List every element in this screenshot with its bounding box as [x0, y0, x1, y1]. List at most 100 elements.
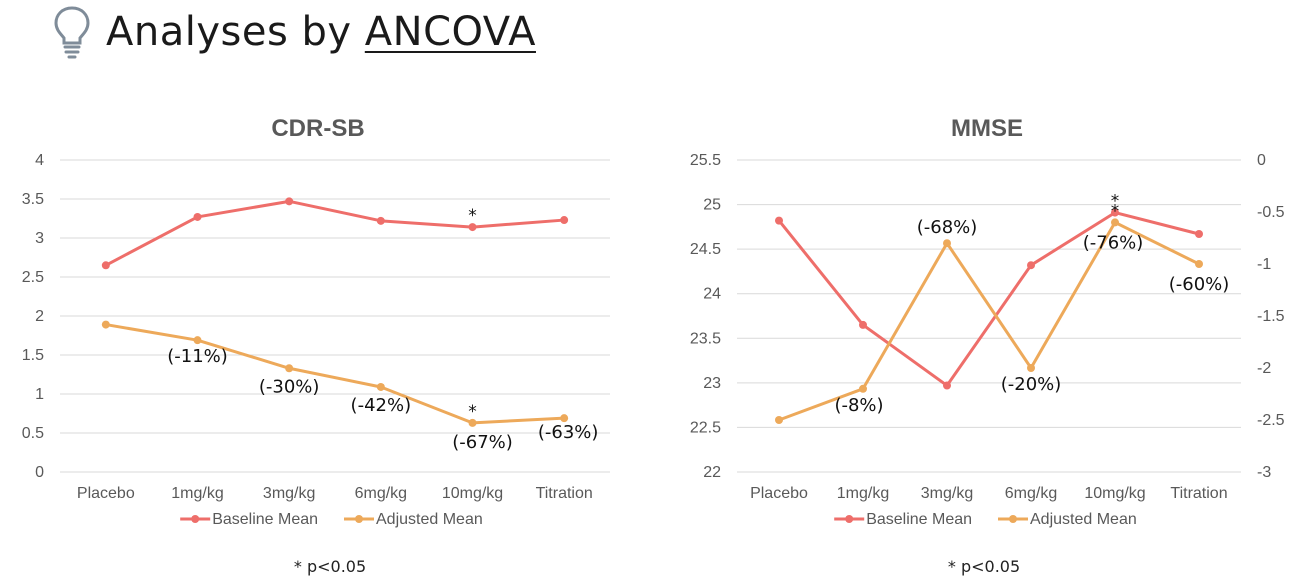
- adjusted-mean-point: [468, 418, 477, 427]
- significance-star: *: [468, 206, 477, 226]
- baseline-mean-point: [376, 216, 385, 225]
- y-tick-label: 24.5: [690, 241, 721, 258]
- y-tick-label: 3.5: [22, 191, 44, 208]
- y-tick-label: 23.5: [690, 330, 721, 347]
- legend-item-baseline-mean: Baseline Mean: [180, 511, 318, 528]
- baseline-mean-point: [560, 216, 569, 225]
- baseline-mean-point: [101, 261, 110, 270]
- baseline-mean-point: [943, 381, 951, 390]
- legend-label: Baseline Mean: [212, 511, 318, 528]
- adjusted-mean-point: [943, 239, 951, 248]
- data-label: (-67%): [452, 432, 513, 453]
- chart-mmse: MMSE 22 22.5 23 23.5 24 24.5 25 25.5 -3 -2.5 -2 -1.5…: [690, 115, 1285, 576]
- x-tick-label: 3mg/kg: [263, 485, 315, 502]
- adjusted-mean-point: [376, 382, 385, 391]
- footnote: * p<0.05: [294, 557, 366, 576]
- legend-swatch-marker: [191, 515, 200, 523]
- legend-item-baseline-mean: Baseline Mean: [834, 511, 972, 528]
- baseline-mean-point: [1111, 208, 1119, 217]
- legend: Baseline Mean Adjusted Mean: [180, 511, 483, 528]
- data-label: (-76%): [1083, 232, 1144, 253]
- adjusted-mean-point: [101, 320, 110, 329]
- adjusted-mean-point: [1195, 260, 1203, 268]
- x-tick-label: Placebo: [77, 485, 135, 502]
- adjusted-mean-point: [560, 414, 569, 423]
- data-label: (-42%): [351, 395, 412, 416]
- page-header: Analyses by ANCOVA: [52, 4, 536, 60]
- y2-tick-label: -1.5: [1257, 308, 1285, 325]
- y2-tick-label: 0: [1257, 152, 1266, 169]
- legend-swatch-marker: [355, 515, 363, 523]
- y-tick-label: 4: [35, 152, 44, 169]
- baseline-mean-point: [285, 197, 294, 206]
- lightbulb-icon: [54, 6, 90, 59]
- adjusted-mean-point: [1027, 364, 1035, 372]
- x-tick-label: 6mg/kg: [1005, 485, 1057, 502]
- baseline-mean-line: [105, 199, 565, 267]
- page-title: Analyses by ANCOVA: [106, 9, 536, 55]
- legend-label: Adjusted Mean: [1030, 511, 1137, 528]
- y2-tick-label: -0.5: [1257, 204, 1285, 221]
- adjusted-mean-point: [285, 364, 294, 373]
- y-tick-label: 0.5: [22, 425, 44, 442]
- footnote: * p<0.05: [948, 557, 1020, 576]
- adjusted-mean-point: [775, 416, 783, 424]
- legend: Baseline Mean Adjusted Mean: [834, 511, 1137, 528]
- baseline-mean-line: [777, 211, 1200, 388]
- x-tick-label: 1mg/kg: [171, 485, 223, 502]
- page-title-prefix: Analyses by: [106, 9, 365, 55]
- x-tick-label: 1mg/kg: [837, 485, 889, 502]
- data-label: (-68%): [917, 217, 978, 238]
- legend-swatch-marker: [845, 515, 854, 523]
- adjusted-mean-line: [105, 323, 565, 425]
- y-tick-label: 0: [35, 464, 44, 481]
- adjusted-mean-point: [859, 384, 867, 393]
- y-tick-label: 22.5: [690, 419, 721, 436]
- significance-star: *: [468, 402, 477, 422]
- adjusted-mean-point: [193, 336, 202, 345]
- y2-tick-label: -2: [1257, 360, 1271, 377]
- data-label: (-11%): [167, 346, 228, 367]
- y-tick-label: 3: [35, 230, 44, 247]
- baseline-mean-point: [859, 320, 867, 329]
- y2-tick-label: -2.5: [1257, 412, 1285, 429]
- legend-item-adjusted-mean: Adjusted Mean: [998, 511, 1137, 528]
- x-tick-label: Titration: [536, 485, 593, 502]
- y-tick-label: 2.5: [22, 269, 44, 286]
- x-tick-label: 10mg/kg: [1084, 485, 1145, 502]
- y-tick-label: 2: [35, 308, 44, 325]
- legend-label: Adjusted Mean: [376, 511, 483, 528]
- x-tick-label: 6mg/kg: [355, 485, 407, 502]
- data-label: (-30%): [259, 376, 320, 397]
- y-tick-label: 1: [35, 386, 44, 403]
- adjusted-mean-point: [1111, 218, 1119, 227]
- baseline-mean-point: [1195, 229, 1203, 238]
- data-label: (-20%): [1001, 374, 1062, 395]
- page-title-ancova: ANCOVA: [364, 9, 536, 55]
- y-tick-label: 25: [703, 197, 721, 214]
- y-tick-label: 1.5: [22, 347, 44, 364]
- data-label: (-60%): [1169, 274, 1230, 295]
- adjusted-mean-line: [778, 220, 1200, 422]
- chart-title: MMSE: [951, 115, 1023, 142]
- data-label: (-8%): [834, 395, 883, 416]
- significance-star: *: [1111, 192, 1120, 212]
- chart-cdr-sb: CDR-SB 0 0.5 1 1.5 2 2.5 3 3.5 4 Placebo 1mg/kg 3mg/…: [22, 115, 610, 576]
- x-tick-label: Placebo: [750, 485, 808, 502]
- legend-item-adjusted-mean: Adjusted Mean: [344, 511, 483, 528]
- chart-title: CDR-SB: [271, 115, 364, 142]
- y-tick-label: 23: [703, 375, 721, 392]
- baseline-mean-point: [468, 223, 477, 232]
- legend-swatch-marker: [1009, 515, 1017, 523]
- baseline-mean-point: [193, 212, 202, 221]
- x-tick-label: 10mg/kg: [442, 485, 503, 502]
- x-tick-label: Titration: [1170, 485, 1227, 502]
- baseline-mean-point: [1027, 261, 1035, 270]
- legend-label: Baseline Mean: [866, 511, 972, 528]
- y2-tick-label: -3: [1257, 464, 1271, 481]
- y-tick-label: 22: [703, 464, 721, 481]
- y-tick-label: 25.5: [690, 152, 721, 169]
- data-label: (-63%): [538, 422, 599, 443]
- baseline-mean-point: [775, 216, 783, 225]
- y2-tick-label: -1: [1257, 256, 1271, 273]
